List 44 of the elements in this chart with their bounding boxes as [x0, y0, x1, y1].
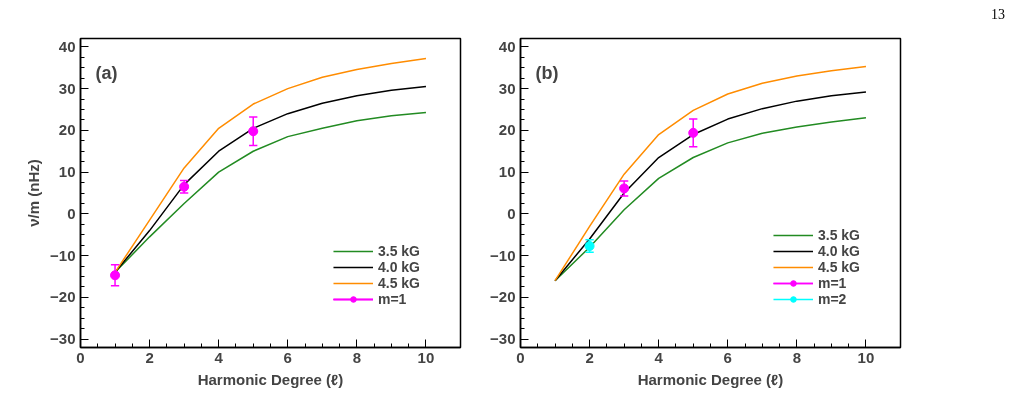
legend-label: 4.5 kG	[817, 259, 860, 275]
x-tick-label: 4	[654, 348, 664, 366]
legend-label: 4.0 kG	[817, 243, 860, 259]
y-tick-label: 20	[58, 121, 76, 139]
x-tick-label: 6	[723, 348, 732, 366]
y-tick-label: −10	[50, 246, 76, 264]
y-axis-title: ν/m (nHz)	[25, 159, 43, 227]
text: 13	[991, 6, 1005, 24]
x-tick-label: 2	[585, 348, 594, 366]
y-tick-label: −20	[490, 288, 516, 306]
x-tick-label: 8	[352, 348, 362, 366]
y-tick-label: 0	[67, 204, 76, 222]
legend-label: m=1	[817, 275, 847, 291]
point	[110, 270, 121, 281]
point	[688, 127, 699, 138]
y-tick-label: 30	[498, 79, 516, 97]
y-tick-label: −30	[490, 330, 516, 348]
annotation: (a)	[95, 62, 118, 83]
x-axis-title: Harmonic Degree (ℓ)	[197, 370, 344, 388]
y-tick-label: 40	[58, 37, 76, 55]
x-tick-label: 10	[857, 348, 875, 366]
y-tick-label: 20	[498, 121, 516, 139]
y-tick-label: 10	[58, 163, 76, 181]
y-tick-label: −30	[50, 330, 76, 348]
x-axis-title: Harmonic Degree (ℓ)	[637, 370, 784, 388]
y-tick-label: 0	[507, 204, 516, 222]
y-tick-label: 10	[498, 163, 516, 181]
legend-label: m=2	[817, 291, 847, 307]
x-tick-label: 4	[214, 348, 224, 366]
legend-label: 4.0 kG	[377, 259, 420, 275]
legend-label: m=1	[377, 291, 407, 307]
x-tick-label: 6	[283, 348, 292, 366]
annotation: (b)	[535, 62, 559, 83]
x-tick-label: 10	[417, 348, 435, 366]
legend-label: 4.5 kG	[377, 275, 420, 291]
y-tick-label: −20	[50, 288, 76, 306]
legend-label: 3.5 kG	[377, 243, 420, 259]
point	[248, 126, 259, 137]
legend-label: 3.5 kG	[817, 227, 860, 243]
y-tick-label: −10	[490, 246, 516, 264]
x-tick-label: 8	[792, 348, 802, 366]
x-tick-label: 2	[145, 348, 154, 366]
y-tick-label: 30	[58, 79, 76, 97]
y-tick-label: 40	[498, 37, 516, 55]
